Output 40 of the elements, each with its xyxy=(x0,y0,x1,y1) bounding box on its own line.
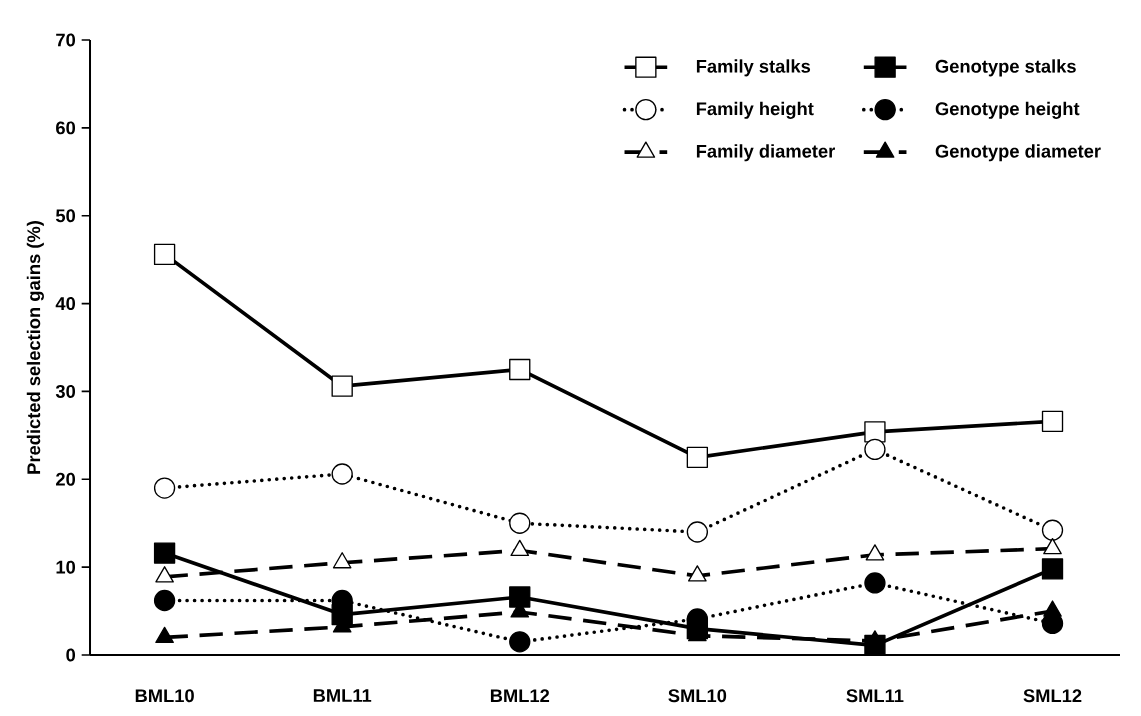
legend-label: Family diameter xyxy=(696,144,835,162)
point xyxy=(331,375,353,397)
point xyxy=(331,463,353,485)
y-tick-label: 30 xyxy=(55,384,76,398)
point xyxy=(686,521,709,543)
y-tick-label: 50 xyxy=(55,209,76,223)
point xyxy=(509,512,531,534)
x-tick-label: SML11 xyxy=(846,689,904,703)
legend-label: Genotype height xyxy=(935,101,1080,119)
point xyxy=(1041,519,1064,541)
x-tick-label: SML10 xyxy=(668,689,727,703)
point xyxy=(153,589,176,612)
y-tick-label: 70 xyxy=(56,33,76,47)
point xyxy=(509,586,531,608)
point xyxy=(864,421,886,443)
point xyxy=(153,542,176,564)
legend-label: Genotype diameter xyxy=(935,144,1101,162)
y-tick-label: 40 xyxy=(55,297,76,311)
x-tick-label: BML10 xyxy=(135,689,194,703)
point xyxy=(1041,558,1064,580)
y-tick-label: 20 xyxy=(56,472,76,486)
y-tick-label: 60 xyxy=(56,121,76,135)
y-tick-label: 0 xyxy=(66,648,76,662)
point xyxy=(1043,538,1062,555)
point xyxy=(509,358,531,381)
x-tick-label: BML11 xyxy=(313,689,372,702)
point xyxy=(864,572,886,594)
y-tick-label: 10 xyxy=(56,560,76,574)
legend-label: Genotype stalks xyxy=(935,59,1076,77)
x-tick-label: BML12 xyxy=(490,689,550,703)
point xyxy=(509,631,531,653)
point xyxy=(153,243,176,266)
y-axis-title: Predicted selection gains (%) xyxy=(26,221,44,474)
point xyxy=(686,446,709,468)
point xyxy=(1041,410,1064,432)
legend-label: Family height xyxy=(696,101,814,119)
point xyxy=(153,477,176,499)
legend-label: Family stalks xyxy=(696,59,811,77)
point xyxy=(864,438,886,461)
x-tick-label: SML12 xyxy=(1023,689,1082,703)
